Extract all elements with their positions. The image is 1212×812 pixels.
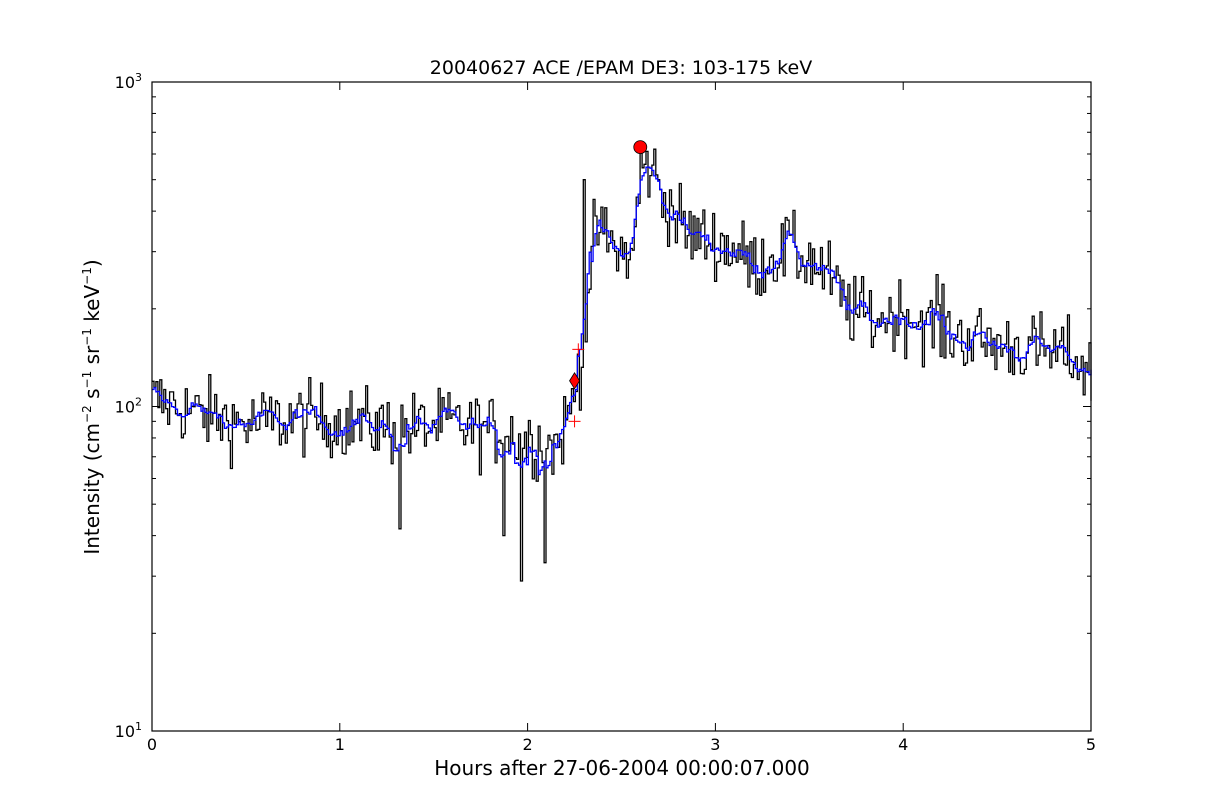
y-tick-label: 103 <box>115 71 142 92</box>
y-tick-label: 102 <box>115 396 142 417</box>
x-tick-label: 3 <box>710 735 720 754</box>
peak-circle-marker <box>633 140 648 155</box>
x-tick-label: 0 <box>147 735 157 754</box>
onset-diamond-marker <box>569 372 581 390</box>
y-axis-label: Intensity (cm−2 s−1 sr−1 keV−1) <box>80 259 104 554</box>
x-tick-label: 1 <box>335 735 345 754</box>
minor-tick-group <box>152 96 1091 634</box>
raw-intensity-series-line <box>152 148 1092 582</box>
chart-title: 20040627 ACE /EPAM DE3: 103-175 keV <box>430 57 812 79</box>
x-tick-label-group: 0 1 2 3 4 5 <box>147 735 1096 754</box>
smoothed-intensity-series-line <box>152 166 1092 476</box>
marker-group <box>568 140 648 428</box>
axes-frame <box>151 81 1092 732</box>
x-tick-label: 2 <box>523 735 533 754</box>
plot-area <box>152 140 1092 582</box>
cross-marker <box>568 415 581 428</box>
x-tick-label: 5 <box>1086 735 1096 754</box>
x-axis-label: Hours after 27-06-2004 00:00:07.000 <box>434 756 810 780</box>
x-tick-label: 4 <box>898 735 908 754</box>
y-tick-label-group: 101 102 103 <box>115 71 142 741</box>
y-tick-label: 101 <box>115 720 142 741</box>
cross-marker <box>572 343 585 356</box>
